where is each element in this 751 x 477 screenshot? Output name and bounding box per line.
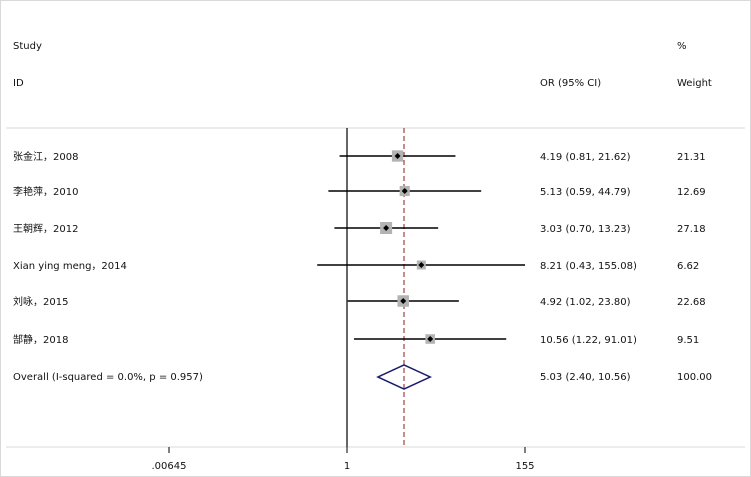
overall-ci-text: 5.03 (2.40, 10.56): [540, 372, 631, 383]
study-weight: 6.62: [677, 261, 699, 272]
point-estimate: [383, 225, 390, 231]
overall-diamond: [376, 364, 432, 390]
study-ci-text: 4.19 (0.81, 21.62): [540, 152, 631, 163]
study-label: 刘咏，2015: [13, 296, 68, 308]
study-label: 郜静，2018: [13, 333, 68, 346]
x-tick-label: .00645: [151, 461, 186, 472]
study-weight: 22.68: [677, 297, 706, 308]
study-ci-text: 5.13 (0.59, 44.79): [540, 187, 631, 198]
study-weight: 21.31: [677, 152, 706, 163]
x-tick-label: 1: [344, 461, 350, 472]
point-estimate: [401, 188, 408, 194]
header-id: ID: [13, 78, 24, 89]
study-ci-text: 10.56 (1.22, 91.01): [540, 335, 637, 346]
header-or-ci: OR (95% CI): [540, 78, 601, 89]
study-weight: 9.51: [677, 335, 699, 346]
header-percent: %: [677, 41, 687, 52]
overall-label: Overall (I-squared = 0.0%, p = 0.957): [13, 372, 203, 383]
study-label: Xian ying meng，2014: [13, 261, 127, 272]
x-tick-label: 155: [515, 461, 534, 472]
header-weight: Weight: [677, 78, 712, 89]
study-ci-text: 3.03 (0.70, 13.23): [540, 224, 631, 235]
overall-weight: 100.00: [677, 372, 712, 383]
point-estimate: [427, 336, 434, 342]
point-estimate: [400, 298, 407, 304]
study-label: 张金江，2008: [13, 150, 78, 163]
study-weight: 12.69: [677, 187, 706, 198]
study-label: 王朝辉，2012: [13, 223, 78, 235]
study-ci-text: 4.92 (1.02, 23.80): [540, 297, 631, 308]
study-label: 李艳萍，2010: [13, 185, 78, 198]
point-estimate: [394, 153, 401, 159]
study-ci-text: 8.21 (0.43, 155.08): [540, 261, 637, 272]
header-study: Study: [13, 41, 42, 52]
point-estimate: [418, 262, 425, 268]
study-weight: 27.18: [677, 224, 706, 235]
